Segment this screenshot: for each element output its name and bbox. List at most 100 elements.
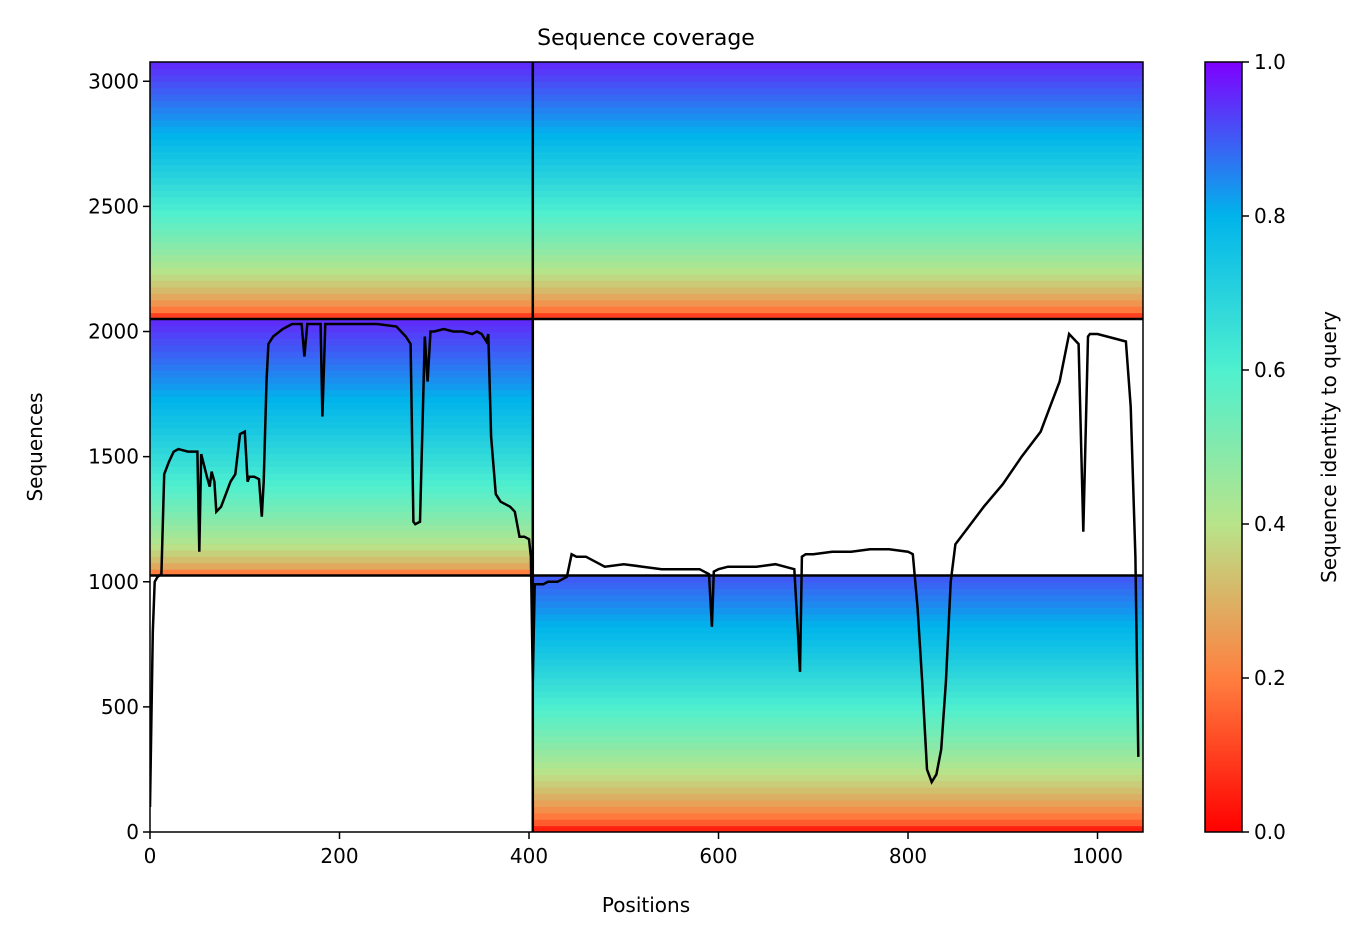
heatmap-cell [532, 819, 1143, 827]
heatmap-cell [532, 280, 1143, 288]
coverage-line [150, 322, 1140, 808]
heatmap-cell [150, 94, 533, 102]
heatmap-cell [150, 466, 533, 474]
heatmap-cell [532, 177, 1143, 185]
heatmap-cell [150, 376, 533, 384]
heatmap-cell [532, 748, 1143, 756]
heatmap-cell [532, 710, 1143, 718]
heatmap-cell [532, 594, 1143, 602]
heatmap-cell [150, 357, 533, 365]
heatmap-cell [532, 767, 1143, 775]
coverage-heatmap [150, 62, 1143, 832]
heatmap-cell [150, 293, 533, 301]
heatmap-cell [150, 556, 533, 564]
heatmap-cell [532, 145, 1143, 153]
heatmap-cell [150, 402, 533, 410]
chart-title: Sequence coverage [537, 26, 755, 51]
heatmap-cell [532, 780, 1143, 788]
y-tick-label: 2000 [88, 320, 139, 344]
heatmap-cell [532, 722, 1143, 731]
heatmap-cell [150, 100, 533, 108]
x-tick-label: 1000 [1072, 844, 1123, 868]
y-tick-label: 0 [126, 820, 139, 844]
y-tick-label: 3000 [88, 69, 139, 93]
x-tick-label: 200 [320, 844, 358, 868]
heatmap-cell [150, 472, 533, 480]
colorbar [1204, 61, 1243, 833]
heatmap-cell [532, 761, 1143, 769]
heatmap-cell [532, 601, 1143, 609]
heatmap-cell [532, 203, 1143, 211]
heatmap-cell [532, 229, 1143, 237]
heatmap-cell [150, 421, 533, 429]
x-axis-label: Positions [602, 893, 690, 917]
y-tick-label: 2500 [88, 194, 139, 218]
heatmap-cell [150, 235, 533, 243]
heatmap-cell [150, 312, 533, 320]
heatmap-cell [150, 87, 533, 95]
heatmap-cell [150, 119, 533, 127]
plot-frame [149, 61, 1144, 833]
heatmap-cell [532, 697, 1143, 705]
heatmap-cell [150, 338, 533, 346]
heatmap-cell [532, 729, 1143, 737]
heatmap-cell [532, 684, 1143, 692]
heatmap-cell [150, 151, 533, 159]
heatmap-cell [150, 286, 533, 294]
y-axis-ticks: 0 500 1000 1500 2000 2500 3000 [88, 69, 150, 844]
heatmap-cell [150, 331, 533, 339]
heatmap-cell [532, 774, 1143, 782]
heatmap-cell [532, 293, 1143, 301]
heatmap-cell [532, 799, 1143, 807]
heatmap-cell [532, 299, 1143, 307]
x-tick-label: 600 [699, 844, 737, 868]
heatmap-cell [532, 812, 1143, 820]
heatmap-cell [150, 222, 533, 230]
heatmap-cell [532, 581, 1143, 589]
heatmap-cell [150, 524, 533, 532]
heatmap-cell [532, 74, 1143, 82]
heatmap-cell [150, 280, 533, 288]
heatmap-cell [150, 517, 533, 525]
heatmap-cell [532, 241, 1143, 249]
heatmap-cell [150, 267, 533, 275]
heatmap-cell [150, 383, 533, 391]
heatmap-cell [150, 428, 533, 436]
heatmap-cell [532, 196, 1143, 204]
heatmap-cell [150, 562, 533, 570]
heatmap-cell [532, 248, 1143, 256]
y-axis-label: Sequences [23, 392, 47, 501]
heatmap-cell [150, 453, 533, 461]
heatmap-cell [532, 126, 1143, 134]
heatmap-cell [532, 139, 1143, 147]
heatmap-cell [532, 306, 1143, 314]
heatmap-cell [150, 274, 533, 282]
heatmap-cell [150, 440, 533, 448]
heatmap-cell [532, 267, 1143, 275]
heatmap-cell [150, 139, 533, 147]
heatmap-cell [532, 87, 1143, 95]
colorbar-tick-label: 1.0 [1254, 50, 1286, 74]
heatmap-cell [532, 113, 1143, 121]
y-tick-label: 500 [101, 695, 139, 719]
heatmap-cell [150, 344, 533, 352]
colorbar-tick-label: 0.6 [1254, 358, 1286, 382]
heatmap-cell [532, 261, 1143, 269]
heatmap-cell [532, 588, 1143, 596]
heatmap-cell [532, 671, 1143, 679]
heatmap-cell [150, 145, 533, 153]
heatmap-cell [150, 81, 533, 89]
y-tick-label: 1000 [88, 570, 139, 594]
heatmap-cell [150, 203, 533, 211]
heatmap-cell [532, 100, 1143, 108]
heatmap-cell [150, 363, 533, 371]
heatmap-cell [532, 222, 1143, 230]
heatmap-cell [150, 68, 533, 76]
heatmap-cell [150, 299, 533, 307]
heatmap-cell [150, 216, 533, 224]
heatmap-cell [150, 241, 533, 249]
heatmap-cell [150, 74, 533, 82]
heatmap-cell [532, 62, 1143, 70]
heatmap-cell [532, 787, 1143, 795]
x-tick-label: 0 [144, 844, 157, 868]
